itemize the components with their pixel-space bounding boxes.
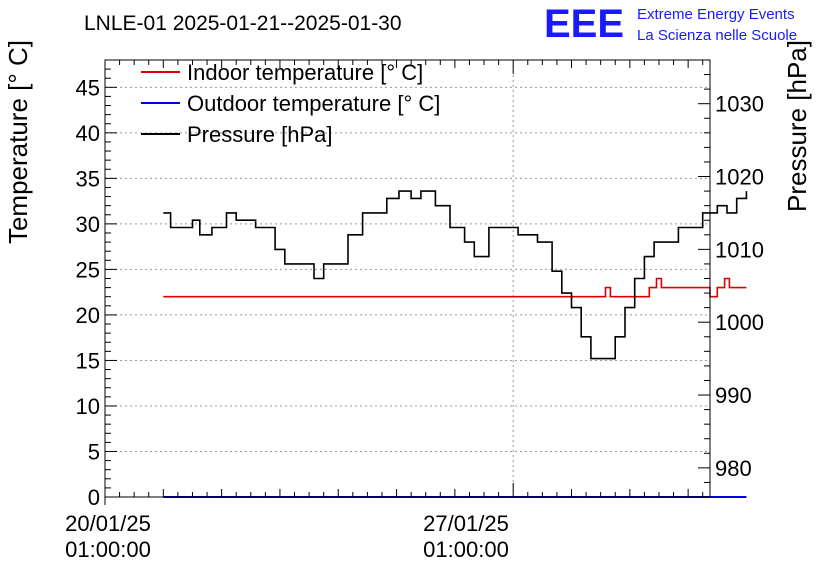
- x-tick-label-2-time: 01:00:00: [423, 537, 509, 562]
- logo-line-2: La Scienza nelle Scuole: [637, 27, 797, 44]
- grid: [105, 60, 710, 497]
- x-tick-label-2-date: 27/01/25: [423, 511, 509, 536]
- eee-logo: EEE: [544, 2, 624, 46]
- y-tick-label: 40: [76, 121, 100, 146]
- y-tick-label: 15: [76, 348, 100, 373]
- y2-tick-label: 1020: [715, 165, 764, 190]
- y-tick-label: 5: [88, 439, 100, 464]
- legend-label-pressure: Pressure [hPa]: [187, 122, 333, 147]
- legend-label-indoor: Indoor temperature [° C]: [187, 60, 423, 85]
- y-axis-label: Temperature [° C]: [3, 40, 33, 244]
- logo-line-1: Extreme Energy Events: [637, 6, 795, 23]
- y2-axis-label: Pressure [hPa]: [782, 40, 812, 212]
- x-tick-label-1-date: 20/01/25: [65, 511, 151, 536]
- legend: Indoor temperature [° C] Outdoor tempera…: [141, 60, 440, 147]
- y2-tick-label: 990: [715, 383, 752, 408]
- series-line-indoor: [163, 277, 747, 298]
- legend-label-outdoor: Outdoor temperature [° C]: [187, 91, 440, 116]
- y2-tick-label: 1010: [715, 237, 764, 262]
- y-tick-label: 30: [76, 212, 100, 237]
- y-tick-label: 25: [76, 257, 100, 282]
- y-tick-label: 10: [76, 394, 100, 419]
- y2-tick-label: 1030: [715, 92, 764, 117]
- y-tick-label: 35: [76, 166, 100, 191]
- y2-tick-label: 1000: [715, 310, 764, 335]
- y-tick-label: 45: [76, 75, 100, 100]
- chart-title: LNLE-01 2025-01-21--2025-01-30: [84, 12, 402, 35]
- series-line-pressure: [163, 190, 748, 360]
- y-tick-label: 0: [88, 485, 100, 510]
- x-tick-label-1-time: 01:00:00: [65, 537, 151, 562]
- y2-tick-label: 980: [715, 456, 752, 481]
- y-tick-label: 20: [76, 303, 100, 328]
- axes: 0 5 10 15 20 25 30 35 40 45 980 990 1000 1010 1020 1030: [76, 59, 764, 510]
